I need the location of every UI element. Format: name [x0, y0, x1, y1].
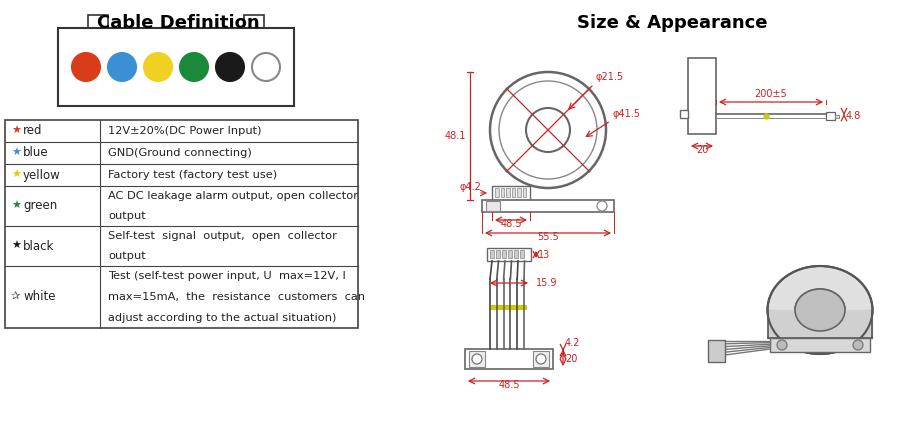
Bar — [770, 338, 870, 352]
Text: 4.2: 4.2 — [565, 338, 581, 348]
Polygon shape — [768, 310, 872, 338]
Circle shape — [108, 53, 136, 81]
Text: Size & Appearance: Size & Appearance — [577, 14, 767, 32]
Circle shape — [597, 201, 607, 211]
Text: Cable Definition: Cable Definition — [96, 14, 259, 32]
Bar — [500, 188, 504, 197]
Text: Self-test  signal  output,  open  collector: Self-test signal output, open collector — [108, 231, 337, 241]
Text: adjust according to the actual situation): adjust according to the actual situation… — [108, 312, 337, 323]
Ellipse shape — [768, 266, 872, 354]
Text: Test (self-test power input, U  max=12V, I: Test (self-test power input, U max=12V, … — [108, 271, 346, 282]
Text: AC DC leakage alarm output, open collector: AC DC leakage alarm output, open collect… — [108, 191, 358, 201]
Text: ★: ★ — [11, 148, 21, 158]
Bar — [517, 188, 520, 197]
Bar — [523, 188, 526, 197]
Text: 200±5: 200±5 — [754, 89, 788, 99]
Bar — [487, 248, 531, 261]
Text: output: output — [108, 251, 146, 261]
Text: φ4.2: φ4.2 — [460, 182, 482, 192]
Text: φ41.5: φ41.5 — [613, 109, 641, 119]
Bar — [688, 58, 716, 134]
Circle shape — [472, 354, 482, 364]
Text: blue: blue — [23, 147, 49, 159]
Text: Factory test (factory test use): Factory test (factory test use) — [108, 170, 277, 180]
Bar — [708, 340, 725, 362]
Circle shape — [252, 53, 280, 81]
Text: 55.5: 55.5 — [537, 232, 559, 242]
Text: 20: 20 — [696, 145, 708, 155]
Text: black: black — [23, 240, 54, 253]
Text: output: output — [108, 211, 146, 221]
Circle shape — [536, 354, 546, 364]
Bar — [520, 250, 524, 258]
Bar — [491, 305, 526, 310]
Text: ★: ★ — [11, 126, 21, 136]
Text: 13: 13 — [538, 249, 550, 259]
Text: ✰: ✰ — [11, 292, 21, 302]
Text: 20: 20 — [565, 354, 578, 364]
Bar — [496, 250, 500, 258]
Bar — [492, 186, 530, 200]
Circle shape — [777, 340, 787, 350]
Bar — [482, 200, 614, 212]
Bar — [5, 120, 358, 328]
Text: ★: ★ — [11, 241, 21, 251]
Bar — [465, 349, 553, 369]
Text: ★: ★ — [11, 201, 21, 211]
Text: 4.8: 4.8 — [846, 111, 861, 121]
Text: red: red — [23, 125, 42, 137]
Bar — [486, 201, 500, 211]
Text: white: white — [23, 290, 56, 304]
Text: 48.5: 48.5 — [499, 380, 520, 390]
Ellipse shape — [795, 289, 845, 331]
Bar — [533, 351, 549, 367]
Text: green: green — [23, 200, 58, 212]
Bar — [506, 188, 509, 197]
Bar — [490, 250, 494, 258]
Text: φ21.5: φ21.5 — [596, 72, 624, 82]
Bar — [508, 250, 512, 258]
Bar — [495, 188, 499, 197]
Text: GND(Ground connecting): GND(Ground connecting) — [108, 148, 252, 158]
Bar — [511, 188, 515, 197]
Text: yellow: yellow — [23, 168, 61, 181]
Text: 15.9: 15.9 — [536, 278, 557, 288]
Bar — [835, 115, 839, 118]
Text: ★: ★ — [11, 170, 21, 180]
Circle shape — [216, 53, 244, 81]
Text: 48.1: 48.1 — [445, 131, 466, 141]
Circle shape — [72, 53, 100, 81]
Ellipse shape — [795, 289, 845, 331]
Circle shape — [180, 53, 208, 81]
Bar — [680, 110, 688, 118]
Bar — [469, 351, 485, 367]
Bar — [502, 250, 506, 258]
Bar — [514, 250, 518, 258]
Bar — [58, 28, 294, 106]
Text: max=15mA,  the  resistance  customers  can: max=15mA, the resistance customers can — [108, 292, 365, 302]
Bar — [88, 15, 108, 28]
Text: 12V±20%(DC Power Input): 12V±20%(DC Power Input) — [108, 126, 262, 136]
Text: 48.5: 48.5 — [500, 219, 522, 229]
Bar — [826, 112, 835, 120]
Circle shape — [144, 53, 172, 81]
Circle shape — [853, 340, 863, 350]
Bar — [244, 15, 264, 28]
